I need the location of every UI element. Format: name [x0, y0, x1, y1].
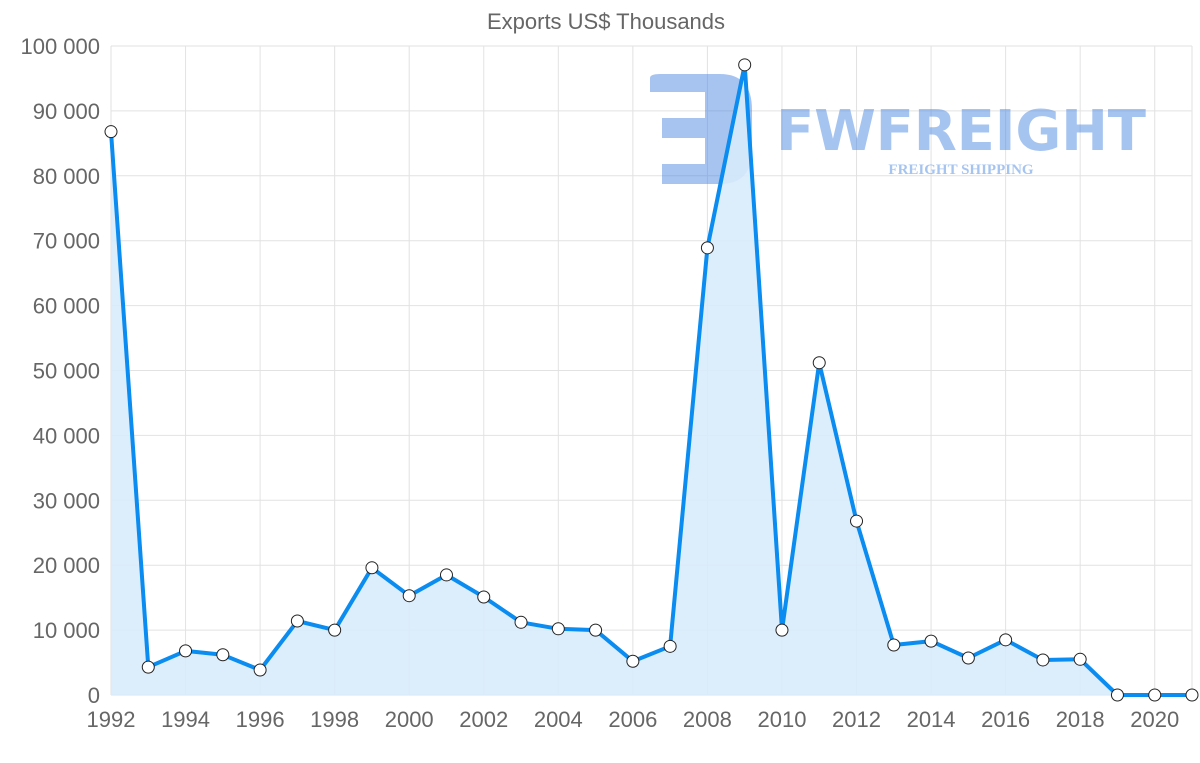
x-tick-label: 2000: [385, 707, 434, 732]
x-tick-label: 2012: [832, 707, 881, 732]
data-point: [626, 654, 640, 668]
data-point: [477, 590, 491, 604]
y-tick-label: 90 000: [33, 99, 100, 124]
data-point: [850, 514, 864, 528]
x-tick-label: 2004: [534, 707, 583, 732]
y-axis-ticks: 0 10 000 20 000 30 000 40 000 50 000 60 000 70 …: [20, 34, 100, 708]
data-point: [924, 634, 938, 648]
x-tick-label: 2008: [683, 707, 732, 732]
data-point: [216, 648, 230, 662]
y-tick-label: 0: [88, 683, 100, 708]
chart-title: Exports US$ Thousands: [487, 9, 725, 34]
x-tick-label: 2018: [1056, 707, 1105, 732]
data-point: [179, 644, 193, 658]
x-tick-label: 1994: [161, 707, 210, 732]
series-exports: [104, 58, 1199, 702]
x-tick-label: 2020: [1130, 707, 1179, 732]
data-point: [700, 241, 714, 255]
data-point: [514, 615, 528, 629]
data-point: [589, 623, 603, 637]
x-tick-label: 1992: [87, 707, 136, 732]
y-tick-label: 100 000: [20, 34, 100, 59]
data-point: [1185, 688, 1199, 702]
y-tick-label: 20 000: [33, 553, 100, 578]
data-point: [887, 638, 901, 652]
data-point: [738, 58, 752, 72]
data-point: [365, 561, 379, 575]
data-point: [551, 622, 565, 636]
x-tick-label: 2010: [757, 707, 806, 732]
series-line: [109, 62, 1192, 697]
x-tick-label: 2006: [608, 707, 657, 732]
x-tick-label: 1998: [310, 707, 359, 732]
y-tick-label: 50 000: [33, 359, 100, 384]
data-point: [999, 633, 1013, 647]
data-point: [1073, 652, 1087, 666]
data-point: [290, 614, 304, 628]
data-point: [775, 623, 789, 637]
y-tick-label: 40 000: [33, 423, 100, 448]
data-point: [253, 663, 267, 677]
y-tick-label: 70 000: [33, 229, 100, 254]
x-tick-label: 2014: [907, 707, 956, 732]
data-point: [439, 568, 453, 582]
watermark-tagline: FREIGHT SHIPPING: [888, 162, 1033, 178]
watermark-brand: FWFREIGHT: [776, 99, 1146, 164]
x-tick-label: 2016: [981, 707, 1030, 732]
x-axis-ticks: 1992 1994 1996 1998 2000 2002 2004 2006 2008 2010…: [87, 707, 1180, 732]
data-point: [104, 125, 118, 139]
data-point: [663, 639, 677, 653]
x-tick-label: 2002: [459, 707, 508, 732]
data-point: [961, 651, 975, 665]
y-tick-label: 10 000: [33, 618, 100, 643]
y-tick-label: 60 000: [33, 294, 100, 319]
y-tick-label: 30 000: [33, 488, 100, 513]
data-point: [812, 356, 826, 370]
watermark-logo: FWFREIGHT FREIGHT SHIPPING: [650, 74, 1146, 184]
data-point: [141, 660, 155, 674]
data-point: [1148, 688, 1162, 702]
x-tick-label: 1996: [236, 707, 285, 732]
data-point: [328, 623, 342, 637]
data-point: [402, 589, 416, 603]
data-point: [1036, 653, 1050, 667]
y-tick-label: 80 000: [33, 164, 100, 189]
data-point: [1110, 688, 1124, 702]
